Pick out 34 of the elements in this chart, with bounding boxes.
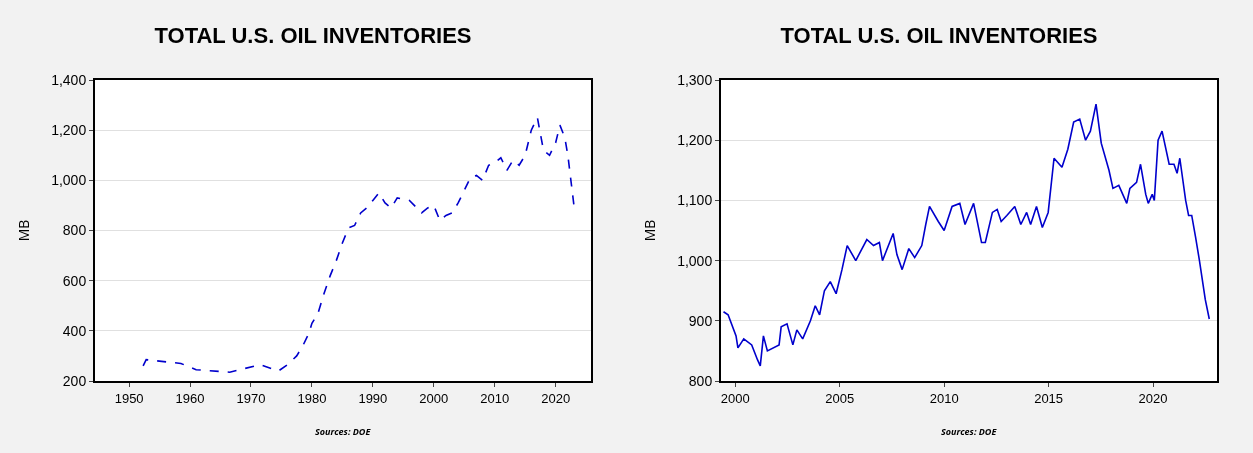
y-tick-label: 600	[62, 272, 87, 289]
y-tick-label: 1,000	[677, 252, 713, 269]
x-tick-label: 1950	[114, 390, 144, 406]
x-tick-label: 2010	[929, 390, 959, 406]
chart-title: TOTAL U.S. OIL INVENTORIES	[154, 22, 472, 48]
x-tick-label: 2000	[419, 390, 449, 406]
y-tick-label: 1,300	[677, 71, 713, 88]
y-axis-title: MB	[14, 219, 34, 242]
y-tick-label: 1,200	[677, 132, 713, 149]
y-tick-label: 400	[62, 322, 87, 339]
x-tick-label: 1970	[236, 390, 266, 406]
x-tick-label: 2005	[825, 390, 855, 406]
source-note: Sources: DOE	[315, 425, 372, 438]
y-tick-label: 1,400	[51, 71, 87, 88]
y-tick-label: 200	[62, 372, 87, 389]
y-tick-label: 800	[688, 372, 713, 389]
y-tick-label: 900	[688, 312, 713, 329]
y-tick-label: 1,200	[51, 122, 87, 139]
x-tick-label: 1960	[175, 390, 205, 406]
source-note: Sources: DOE	[941, 425, 998, 438]
x-tick-label: 2015	[1034, 390, 1064, 406]
x-tick-label: 2010	[480, 390, 510, 406]
chart-title: TOTAL U.S. OIL INVENTORIES	[780, 22, 1098, 48]
y-tick-label: 1,100	[677, 192, 713, 209]
x-tick-label: 1990	[358, 390, 388, 406]
x-tick-label: 2000	[720, 390, 750, 406]
line-series	[722, 103, 1211, 367]
y-tick-label: 800	[62, 222, 87, 239]
y-axis-title: MB	[640, 219, 660, 242]
y-tick-label: 1,000	[51, 172, 87, 189]
line-series	[142, 116, 575, 374]
x-tick-label: 1980	[297, 390, 327, 406]
x-tick-label: 2020	[1138, 390, 1168, 406]
x-tick-label: 2020	[541, 390, 571, 406]
